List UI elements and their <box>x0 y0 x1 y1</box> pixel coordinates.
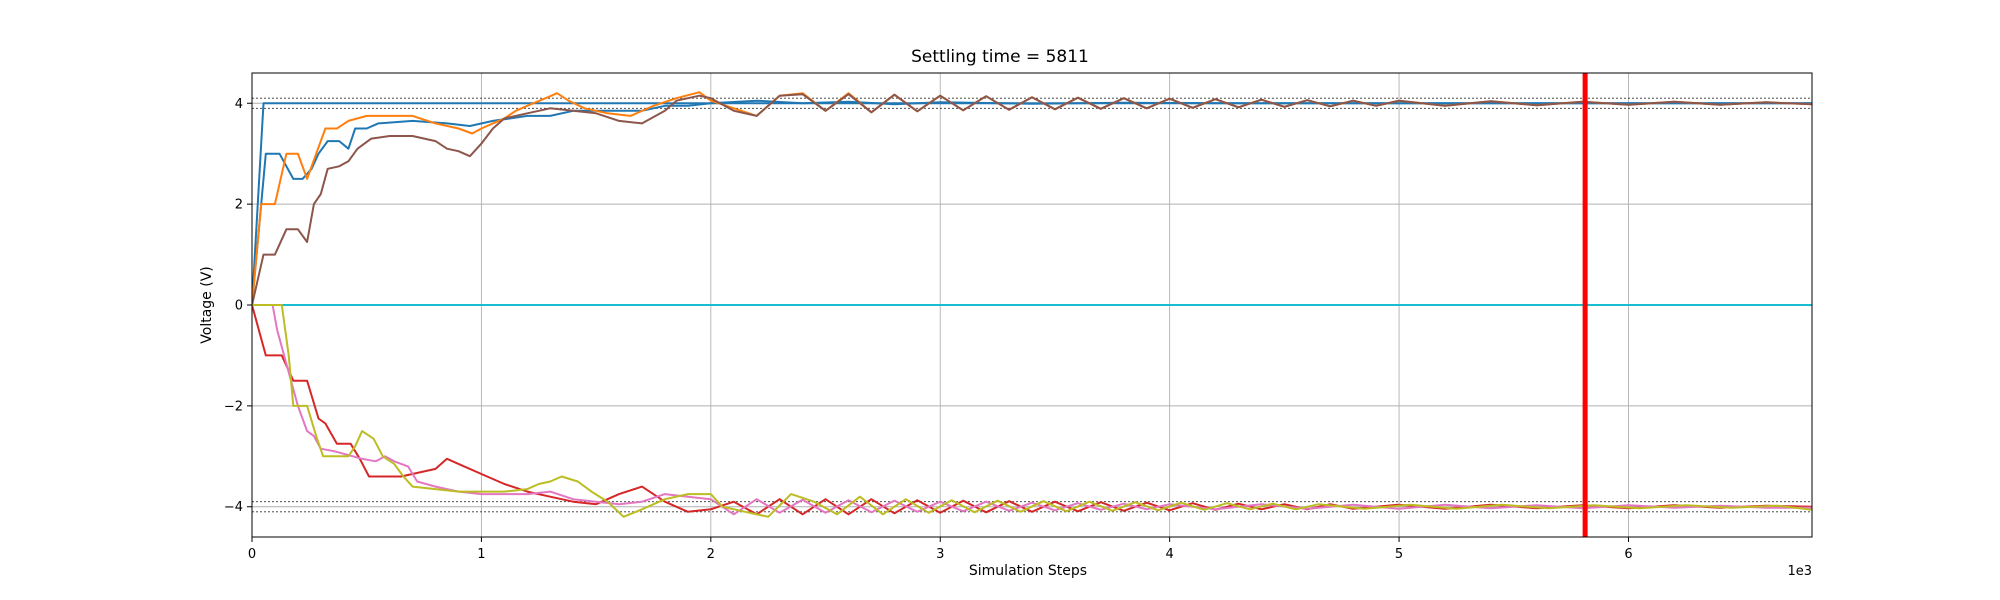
y-axis-label: Voltage (V) <box>199 266 215 343</box>
series-line-2 <box>252 99 1812 306</box>
series-line-3 <box>252 91 1812 306</box>
x-tick-label: 4 <box>1166 547 1174 562</box>
x-axis-label: Simulation Steps <box>969 563 1087 579</box>
series-line-4 <box>252 93 1812 306</box>
x-axis-ticks: 0 1 2 3 4 5 6 <box>248 537 1633 562</box>
series-line-7 <box>252 304 1812 516</box>
chart-title: Settling time = 5811 <box>911 47 1089 67</box>
x-tick-label: 2 <box>707 547 715 562</box>
series-line-8 <box>252 304 1812 518</box>
y-tick-label: 4 <box>235 97 243 112</box>
y-tick-label: 0 <box>235 299 243 314</box>
series-line-6 <box>252 304 1812 516</box>
x-tick-label: 1 <box>477 547 485 562</box>
x-axis-offset-label: 1e3 <box>1787 564 1812 579</box>
x-tick-label: 5 <box>1395 547 1403 562</box>
x-tick-label: 6 <box>1624 547 1632 562</box>
y-axis-ticks: −4 −2 0 2 4 <box>224 97 252 515</box>
series-lines <box>252 91 1812 518</box>
y-tick-label: −4 <box>224 500 243 515</box>
x-tick-label: 0 <box>248 547 256 562</box>
y-tick-label: −2 <box>224 399 243 414</box>
y-tick-label: 2 <box>235 198 243 213</box>
x-tick-label: 3 <box>936 547 944 562</box>
